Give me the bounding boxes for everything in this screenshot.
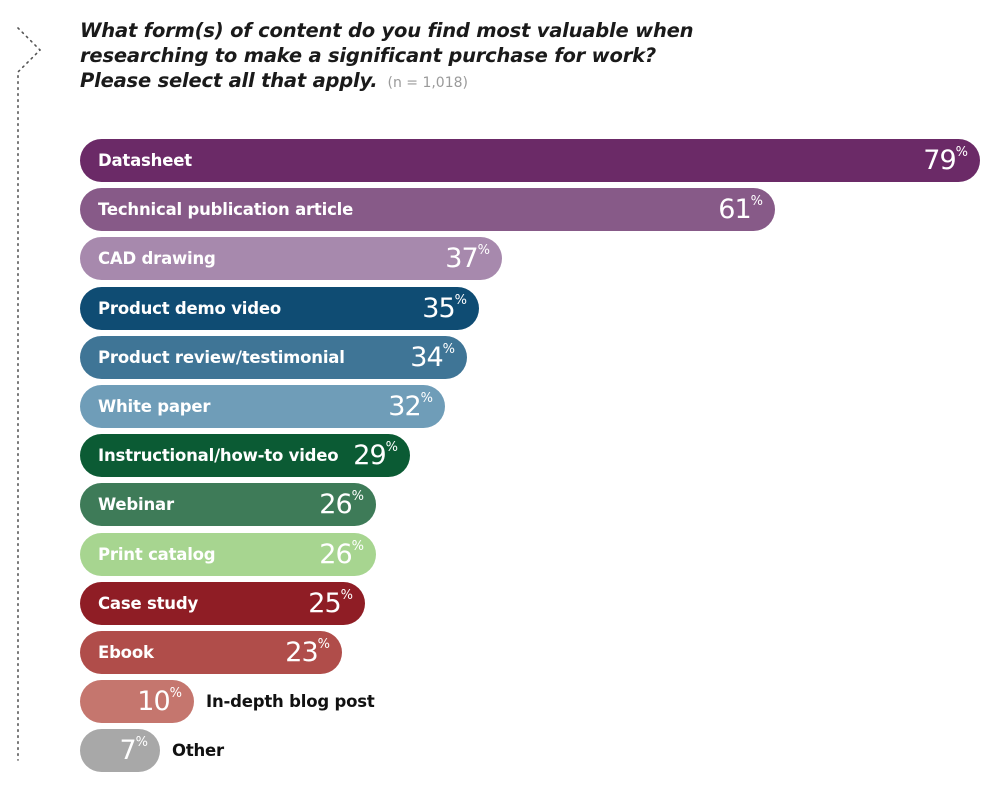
bar-value: 26%	[319, 489, 364, 520]
bar-label: Other	[172, 741, 224, 760]
bar-webinar	[80, 483, 376, 526]
bar-label: Print catalog	[98, 545, 216, 564]
bar-value: 25%	[308, 588, 353, 619]
bar-value: 61%	[718, 194, 763, 225]
sample-size: (n = 1,018)	[387, 75, 468, 91]
bar-label: Case study	[98, 594, 199, 613]
bar-value: 37%	[445, 243, 490, 274]
bar-white-paper	[80, 385, 445, 428]
bar-case-study	[80, 582, 365, 625]
bar-value: 32%	[388, 391, 433, 422]
bar-in-depth-blog-post	[80, 680, 194, 723]
bar-label: Technical publication article	[98, 200, 354, 219]
bar-label: White paper	[98, 397, 211, 416]
bar-product-demo-video	[80, 287, 479, 330]
bar-value: 10%	[137, 686, 182, 717]
chart-title-line-1: What form(s) of content do you find most…	[80, 19, 694, 42]
bar-label: Instructional/how-to video	[98, 446, 339, 465]
chart-title: What form(s) of content do you find most…	[80, 18, 760, 96]
bar-ebook	[80, 631, 342, 674]
bar-label: CAD drawing	[98, 249, 216, 268]
bar-value: 23%	[285, 637, 330, 668]
bar-value: 34%	[410, 342, 455, 373]
bar-cad-drawing	[80, 237, 502, 280]
bar-product-review-testimonial	[80, 336, 467, 379]
bar-value: 26%	[319, 539, 364, 570]
bar-technical-publication-article	[80, 188, 775, 231]
bar-label: In-depth blog post	[206, 692, 375, 711]
bar-instructional-how-to-video	[80, 434, 410, 477]
bar-label: Ebook	[98, 643, 154, 662]
bar-label: Datasheet	[98, 151, 192, 170]
bar-label: Product review/testimonial	[98, 348, 345, 367]
bar-label: Product demo video	[98, 299, 281, 318]
bar-value: 29%	[353, 440, 398, 471]
bar-value: 79%	[923, 145, 968, 176]
bar-label: Webinar	[98, 495, 174, 514]
chart-title-line-3: Please select all that apply.	[80, 69, 378, 92]
bar-print-catalog	[80, 533, 376, 576]
bar-value: 35%	[422, 293, 467, 324]
bar-other	[80, 729, 160, 772]
bar-datasheet	[80, 139, 980, 182]
chart-title-line-2: researching to make a significant purcha…	[80, 44, 656, 67]
bar-value: 7%	[119, 735, 148, 766]
